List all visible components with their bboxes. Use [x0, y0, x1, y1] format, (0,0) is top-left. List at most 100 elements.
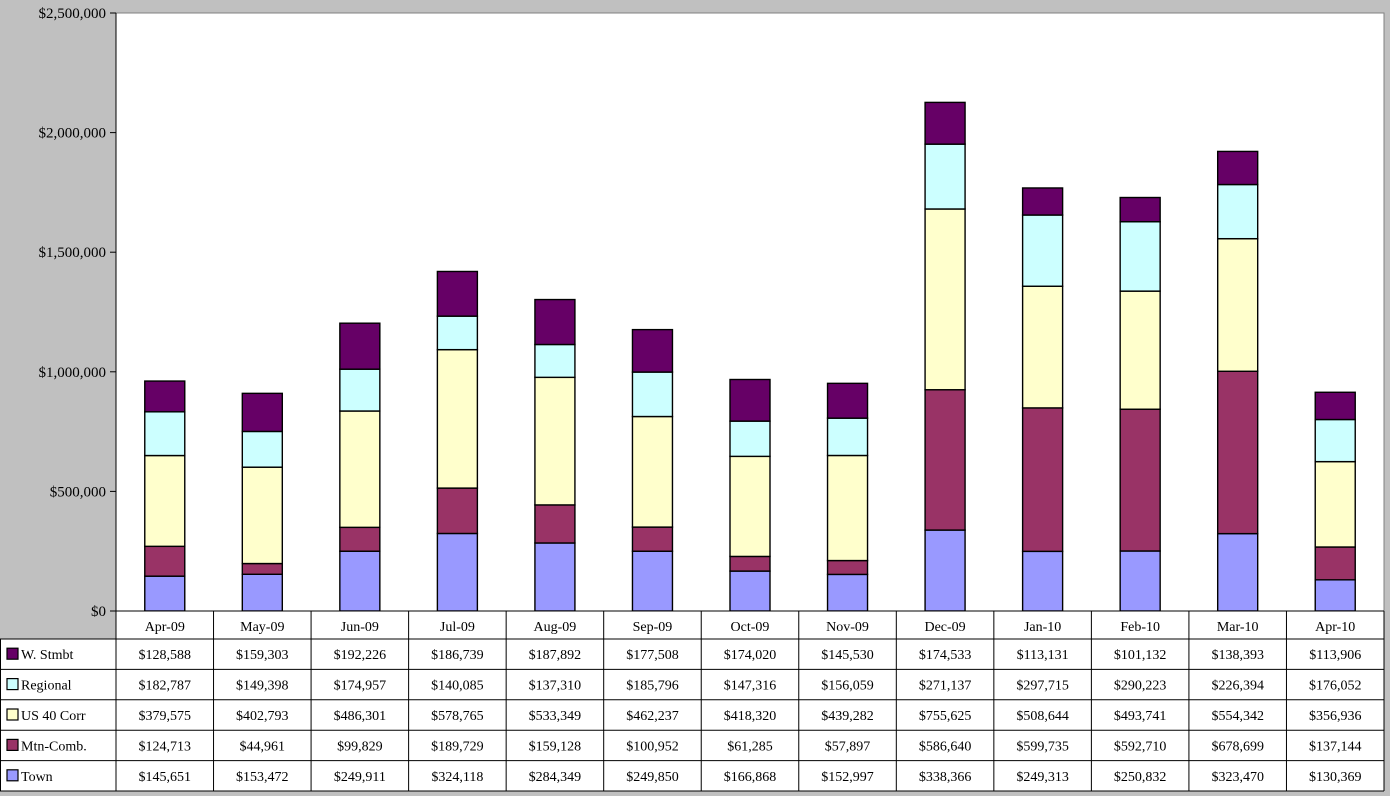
data-label: $186,739 — [431, 648, 484, 663]
data-label: $130,369 — [1309, 770, 1362, 785]
data-label: $755,625 — [919, 709, 972, 724]
data-label: $128,588 — [139, 648, 192, 663]
bar-segment — [1021, 214, 1064, 287]
bar-segment — [729, 378, 771, 422]
bar-segment — [631, 550, 674, 612]
bar-segment — [1216, 532, 1259, 612]
bar-segment — [241, 573, 284, 612]
data-label: $324,118 — [431, 770, 483, 785]
bar-segment — [729, 555, 771, 572]
data-label: $192,226 — [334, 648, 387, 663]
x-tick-label: Dec-09 — [924, 620, 965, 635]
bar-segment — [241, 430, 284, 468]
data-label: $147,316 — [724, 679, 777, 694]
data-label: $323,470 — [1211, 770, 1264, 785]
data-label: $578,765 — [431, 709, 484, 724]
data-label: $338,366 — [919, 770, 972, 785]
legend-label: Mtn-Comb. — [21, 739, 87, 754]
data-label: $61,285 — [727, 739, 773, 754]
bar-segment — [924, 529, 966, 612]
bar-segment — [924, 208, 966, 391]
legend-key — [6, 738, 19, 752]
y-tick-label: $2,500,000 — [39, 6, 107, 22]
bar-segment — [826, 559, 869, 576]
bar-segment — [1314, 579, 1356, 612]
data-label: $486,301 — [334, 709, 387, 724]
data-label: $290,223 — [1114, 679, 1167, 694]
legend-label: Town — [21, 770, 53, 785]
data-label: $138,393 — [1211, 648, 1264, 663]
legend-key — [6, 708, 19, 721]
bar-segment — [339, 322, 381, 370]
bar-segment — [826, 454, 869, 562]
x-tick-label: Jan-10 — [1024, 620, 1061, 635]
table-body — [116, 611, 1384, 791]
bar-segment — [631, 526, 674, 552]
data-label: $159,303 — [236, 648, 289, 663]
bar-segment — [1119, 196, 1161, 223]
x-tick-label: Apr-09 — [145, 620, 185, 635]
x-tick-label: Sep-09 — [633, 620, 673, 635]
bar-segment — [339, 368, 381, 412]
data-label: $145,530 — [821, 648, 874, 663]
data-label: $249,850 — [626, 770, 679, 785]
legend-key — [6, 647, 19, 660]
bar-segment — [729, 455, 771, 558]
bar-segment — [436, 270, 479, 317]
data-label: $599,735 — [1016, 739, 1069, 754]
table-legend-column — [1, 639, 116, 791]
bar-segment — [144, 411, 186, 457]
data-label: $99,829 — [337, 739, 383, 754]
data-label: $174,957 — [334, 679, 387, 694]
data-label: $113,131 — [1017, 648, 1069, 663]
bar-segment — [144, 575, 186, 612]
bar-segment — [631, 415, 674, 528]
bar-segment — [1021, 550, 1064, 612]
bar-segment — [241, 392, 284, 433]
bar-segment — [1314, 391, 1356, 421]
bar-segment — [826, 573, 869, 612]
data-label: $137,310 — [529, 679, 582, 694]
bar-segment — [144, 380, 186, 413]
legend-label: Regional — [21, 679, 72, 694]
data-label: $297,715 — [1016, 679, 1069, 694]
bar-segment — [144, 454, 186, 548]
y-tick-label: $0 — [91, 604, 106, 620]
bar-segment — [339, 410, 381, 529]
y-tick-label: $1,500,000 — [39, 245, 107, 261]
bar-segment — [1021, 285, 1064, 409]
bars-layer — [144, 101, 1356, 612]
data-label: $113,906 — [1309, 648, 1361, 663]
bar-segment — [144, 545, 186, 577]
legend-key — [6, 677, 19, 691]
bar-segment — [436, 532, 479, 612]
data-label: $57,897 — [825, 739, 871, 754]
axes-layer: $0 $500,000 $1,000,000 $1,500,000 $2,000,000… — [39, 6, 117, 620]
x-tick-label: May-09 — [240, 620, 284, 635]
bar-segment — [436, 348, 479, 489]
data-label: $189,729 — [431, 739, 484, 754]
data-table: Apr-09 May-09 Jun-09 Jul-09 Aug-09 Sep-09 Oct-… — [0, 610, 1385, 792]
bar-segment — [339, 550, 381, 612]
bar-segment — [729, 420, 771, 458]
bar-segment — [924, 101, 966, 145]
data-label: $149,398 — [236, 679, 289, 694]
bar-segment — [1021, 407, 1064, 553]
data-label: $592,710 — [1114, 739, 1167, 754]
data-label: $356,936 — [1309, 709, 1362, 724]
legend-key — [6, 769, 19, 782]
data-label: $187,892 — [529, 648, 582, 663]
data-label: $44,961 — [240, 739, 286, 754]
data-label: $101,132 — [1114, 648, 1167, 663]
data-label: $271,137 — [919, 679, 972, 694]
data-label: $166,868 — [724, 770, 777, 785]
bar-segment — [1119, 408, 1161, 552]
bar-segment — [241, 466, 284, 565]
bar-segment — [1314, 460, 1356, 548]
bar-segment — [924, 389, 966, 531]
bar-segment — [241, 562, 284, 575]
bar-segment — [1216, 237, 1259, 372]
bar-segment — [1216, 370, 1259, 535]
legend-label: W. Stmbt — [21, 648, 73, 663]
